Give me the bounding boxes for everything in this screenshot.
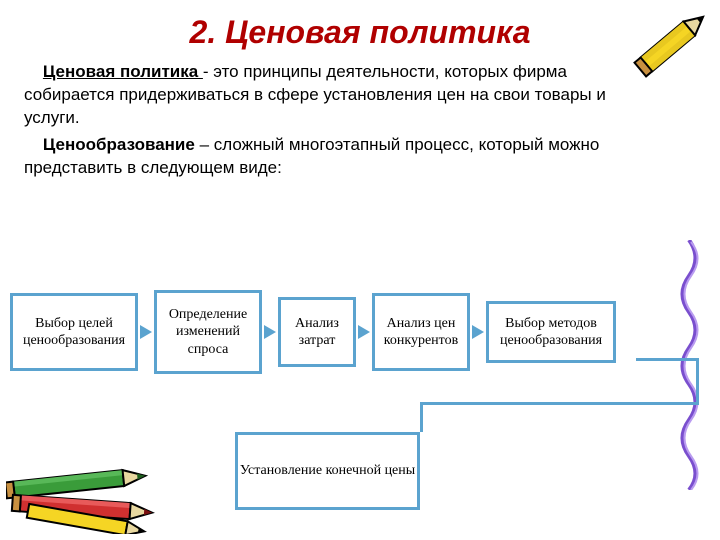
flow-box-4: Анализ цен конкурентов bbox=[372, 293, 470, 371]
para-1: Ценовая политика - это принципы деятельн… bbox=[24, 61, 610, 130]
flow-box-final-label: Установление конечной цены bbox=[240, 462, 415, 480]
flow-box-1-label: Выбор целей ценообразования bbox=[17, 315, 131, 350]
flow-box-2: Определение изменений спроса bbox=[154, 290, 262, 374]
flow-arrow bbox=[472, 325, 484, 339]
indent bbox=[24, 62, 43, 81]
flow-arrow bbox=[264, 325, 276, 339]
flow-box-3: Анализ затрат bbox=[278, 297, 356, 367]
flow-box-5: Выбор методов ценообразования bbox=[486, 301, 616, 363]
slide-title: 2. Ценовая политика bbox=[0, 0, 720, 61]
flow-connector bbox=[696, 358, 699, 402]
flow-arrow bbox=[358, 325, 370, 339]
flow-connector bbox=[636, 358, 696, 361]
flow-box-final: Установление конечной цены bbox=[235, 432, 420, 510]
pencil-decor-bottom bbox=[6, 456, 166, 534]
flow-arrow bbox=[140, 325, 152, 339]
flow-box-2-label: Определение изменений спроса bbox=[161, 306, 255, 359]
indent bbox=[24, 135, 43, 154]
flow-box-5-label: Выбор методов ценообразования bbox=[493, 315, 609, 350]
term-pricing: Ценообразование bbox=[43, 135, 195, 154]
body-text: Ценовая политика - это принципы деятельн… bbox=[0, 61, 720, 180]
flow-connector bbox=[420, 402, 699, 405]
pencil-decor-top bbox=[621, 10, 716, 80]
flow-box-1: Выбор целей ценообразования bbox=[10, 293, 138, 371]
flow-box-3-label: Анализ затрат bbox=[285, 315, 349, 350]
flow-connector bbox=[420, 402, 423, 432]
flow-row: Выбор целей ценообразования Определение и… bbox=[10, 290, 710, 374]
term-pricing-policy: Ценовая политика bbox=[43, 62, 203, 81]
para-2: Ценообразование – сложный многоэтапный п… bbox=[24, 134, 610, 180]
flow-box-4-label: Анализ цен конкурентов bbox=[379, 315, 463, 350]
